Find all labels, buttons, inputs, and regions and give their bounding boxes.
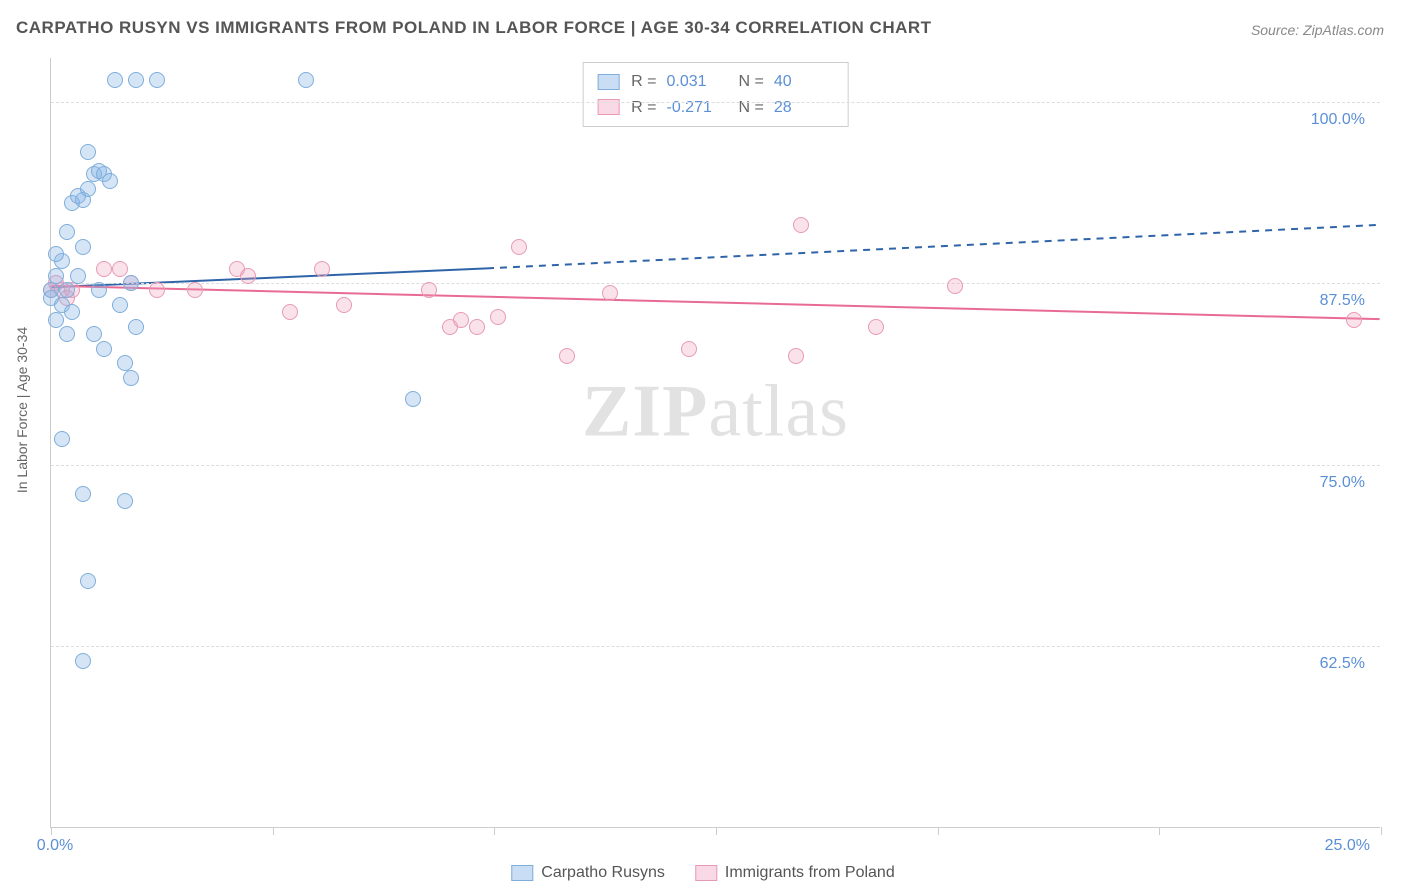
y-tick-label: 87.5% [1320,292,1365,310]
legend-item-pink: Immigrants from Poland [695,864,895,882]
data-point-blue [70,268,86,284]
y-tick-label: 100.0% [1311,111,1365,129]
legend-label-blue: Carpatho Rusyns [541,864,665,882]
data-point-blue [80,181,96,197]
data-point-blue [117,493,133,509]
data-point-blue [123,275,139,291]
legend-label-pink: Immigrants from Poland [725,864,895,882]
data-point-blue [112,297,128,313]
data-point-blue [75,653,91,669]
plot-area: ZIPatlas R = 0.031 N = 40 R = -0.271 N =… [50,58,1380,828]
data-point-blue [80,144,96,160]
x-tick-label-max: 25.0% [1325,837,1370,855]
x-tick-label-min: 0.0% [37,837,73,855]
data-point-pink [453,312,469,328]
data-point-pink [559,348,575,364]
data-point-pink [1346,312,1362,328]
data-point-pink [681,341,697,357]
y-tick-label: 62.5% [1320,655,1365,673]
data-point-pink [490,309,506,325]
gridline [51,102,1380,103]
r-value-blue: 0.031 [667,69,717,95]
y-tick-label: 75.0% [1320,474,1365,492]
data-point-blue [59,224,75,240]
data-point-pink [469,319,485,335]
x-tick [716,827,717,835]
y-axis-label: In Labor Force | Age 30-34 [14,327,30,493]
data-point-pink [187,282,203,298]
legend-item-blue: Carpatho Rusyns [511,864,665,882]
data-point-blue [54,431,70,447]
data-point-pink [149,282,165,298]
watermark-atlas: atlas [708,370,849,452]
n-prefix: N = [739,69,764,95]
data-point-blue [128,319,144,335]
data-point-blue [75,239,91,255]
data-point-pink [511,239,527,255]
r-prefix: R = [631,95,656,121]
swatch-blue-icon [511,865,533,881]
data-point-blue [102,173,118,189]
x-tick [1159,827,1160,835]
data-point-blue [59,326,75,342]
data-point-blue [86,326,102,342]
r-value-pink: -0.271 [667,95,717,121]
chart-container: CARPATHO RUSYN VS IMMIGRANTS FROM POLAND… [0,0,1406,892]
swatch-blue [597,74,619,90]
data-point-blue [298,72,314,88]
data-point-pink [96,261,112,277]
x-tick [494,827,495,835]
data-point-pink [788,348,804,364]
data-point-pink [314,261,330,277]
source-attribution: Source: ZipAtlas.com [1251,22,1384,38]
data-point-pink [282,304,298,320]
watermark: ZIPatlas [582,369,849,454]
n-value-blue: 40 [774,69,824,95]
data-point-pink [602,285,618,301]
series-legend: Carpatho Rusyns Immigrants from Poland [511,864,894,882]
data-point-blue [64,304,80,320]
gridline [51,465,1380,466]
n-prefix: N = [739,95,764,121]
data-point-blue [48,312,64,328]
gridline [51,646,1380,647]
data-point-pink [947,278,963,294]
data-point-blue [80,573,96,589]
data-point-blue [123,370,139,386]
data-point-blue [107,72,123,88]
correlation-legend: R = 0.031 N = 40 R = -0.271 N = 28 [582,62,849,127]
swatch-pink-icon [695,865,717,881]
x-tick [938,827,939,835]
data-point-pink [336,297,352,313]
watermark-zip: ZIP [582,370,708,452]
r-prefix: R = [631,69,656,95]
data-point-pink [793,217,809,233]
legend-row-pink: R = -0.271 N = 28 [597,95,834,121]
data-point-blue [96,341,112,357]
data-point-blue [405,391,421,407]
x-tick [51,827,52,835]
data-point-blue [48,268,64,284]
legend-row-blue: R = 0.031 N = 40 [597,69,834,95]
data-point-pink [240,268,256,284]
data-point-blue [75,486,91,502]
data-point-blue [128,72,144,88]
data-point-pink [421,282,437,298]
x-tick [273,827,274,835]
data-point-pink [868,319,884,335]
data-point-pink [112,261,128,277]
n-value-pink: 28 [774,95,824,121]
data-point-blue [48,246,64,262]
data-point-blue [149,72,165,88]
x-tick [1381,827,1382,835]
chart-title: CARPATHO RUSYN VS IMMIGRANTS FROM POLAND… [16,18,932,38]
data-point-blue [91,282,107,298]
trend-lines [51,58,1380,827]
